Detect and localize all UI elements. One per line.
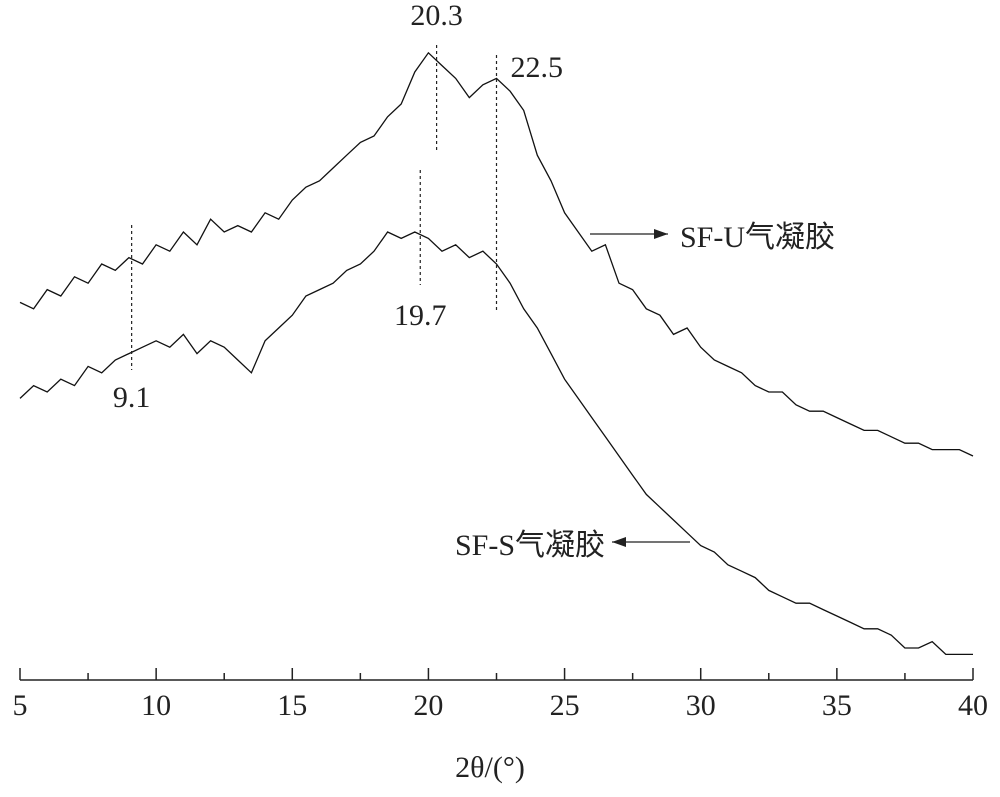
peak-label: 22.5 [511,51,564,84]
x-tick-label: 10 [141,689,171,722]
peak-label: 9.1 [113,381,151,414]
x-tick-label: 40 [958,689,988,722]
arrow-head [654,229,668,239]
x-tick-label: 25 [550,689,580,722]
x-tick-label: 5 [13,689,28,722]
peak-label: 19.7 [394,299,447,332]
x-tick-label: 20 [413,689,443,722]
x-tick-label: 30 [686,689,716,722]
x-tick-label: 35 [822,689,852,722]
data-line [19,51,974,457]
data-line [19,231,973,656]
x-axis-label: 2θ/(°) [455,751,525,784]
arrow-head [612,537,626,547]
series-label: SF-S气凝胶 [455,529,605,562]
x-tick-label: 15 [277,689,307,722]
peak-label: 20.3 [410,0,463,32]
series-label: SF-U气凝胶 [680,221,835,254]
